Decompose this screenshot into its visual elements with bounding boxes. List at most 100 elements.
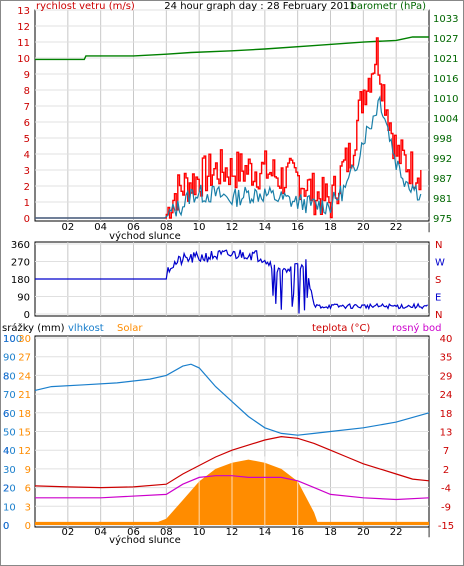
rain-tick-label: 4 [3,446,9,457]
solar-axis-label: Solar [117,323,143,334]
x-tick-label: 06 [127,222,140,233]
solar-tick-label: 9 [25,465,31,476]
solar-tick-label: 6 [25,484,31,495]
x-tick-label: 10 [193,527,206,538]
solar-tick-label: 27 [18,353,31,364]
humidity-tick-label: 80 [3,371,16,382]
chart-title: 24 hour graph day : 28 February 2011 [164,1,355,12]
humidity-tick-label: 30 [3,465,16,476]
direction-tick-label: 360 [11,240,30,251]
x-tick-label: 12 [226,527,239,538]
humidity-tick-label: 60 [3,409,16,420]
solar-tick-label: 21 [18,390,31,401]
humidity-tick-label: 40 [3,446,16,457]
humidity-tick-label: 20 [3,484,16,495]
temperature-tick-label: 40 [440,334,453,345]
humidity-tick-label: 50 [3,428,16,439]
x-tick-label: 02 [61,527,74,538]
humidity-tick-label: 10 [3,502,16,513]
temperature-tick-label: -15 [438,521,454,532]
wind-speed-line [35,95,422,219]
barometer-tick-label: 1021 [433,54,458,65]
barometer-tick-label: 1027 [433,34,458,45]
wind-tick-label: 8 [24,86,30,97]
humidity-tick-label: 0 [3,521,9,532]
direction-tick-label: 180 [11,275,30,286]
sunrise-label-bottom: východ slunce [109,534,181,546]
barometer-tick-label: 1004 [433,114,458,125]
wind-tick-label: 5 [24,134,30,145]
temperature-tick-label: 7 [443,446,449,457]
x-tick-label: 04 [94,527,107,538]
wind-tick-label: 2 [24,182,30,193]
x-tick-label: 20 [357,222,370,233]
wind-tick-label: 3 [24,166,30,177]
temperature-tick-label: 29 [440,371,453,382]
compass-label: W [435,258,445,269]
rain-tick-label: 2 [3,484,9,495]
temperature-axis-label: teplota (°C) [312,323,370,334]
compass-label: E [435,293,441,304]
rain-tick-label: 0 [3,521,9,532]
temperature-tick-label: 24 [440,390,453,401]
wind-tick-label: 13 [17,6,30,17]
temperature-line [34,435,430,489]
temperature-tick-label: 2 [443,465,449,476]
wind-tick-label: 10 [17,54,30,65]
compass-label: S [435,275,441,286]
wind-tick-label: 7 [24,102,30,113]
x-tick-label: 04 [94,222,107,233]
dewpoint-line [35,475,430,501]
temperature-tick-label: 13 [440,428,453,439]
x-tick-end: | [427,222,430,233]
x-tick-label: 08 [160,527,173,538]
solar-tick-label: 3 [25,502,31,513]
x-tick-label: 16 [291,527,304,538]
barometer-tick-label: 998 [433,134,452,145]
barometer-tick-label: 975 [433,214,452,225]
temperature-tick-label: -4 [441,484,451,495]
humidity-line [34,363,430,436]
rain-axis-label: srážky (mm) [2,322,65,334]
wind-tick-label: 4 [24,150,30,161]
x-tick-label: 14 [258,527,271,538]
humidity-axis-label: vlhkost [68,323,104,334]
wind-tick-label: 1 [24,198,30,209]
sunrise-label-top: východ slunce [109,230,181,242]
compass-label: N [435,310,442,321]
barometer-tick-label: 1033 [433,14,458,25]
temperature-tick-label: 35 [440,353,453,364]
barometer-tick-label: 981 [433,194,452,205]
x-tick-label: 20 [357,527,370,538]
temperature-tick-label: 18 [440,409,453,420]
x-tick-label: 18 [324,527,337,538]
barometer-tick-label: 987 [433,174,452,185]
direction-tick-label: 0 [24,310,30,321]
temperature-tick-label: -9 [441,502,451,513]
x-tick-label: 08 [160,222,173,233]
wind-tick-label: 9 [24,70,30,81]
wind-tick-label: 12 [17,22,30,33]
humidity-tick-label: 90 [3,353,16,364]
x-tick-label: 02 [61,222,74,233]
solar-tick-label: 0 [25,521,31,532]
barometer-tick-label: 1010 [433,94,458,105]
solar-tick-label: 24 [18,371,31,382]
x-tick-label: 22 [390,527,403,538]
x-tick-label: 12 [226,222,239,233]
solar-tick-label: 30 [18,334,31,345]
solar-tick-label: 18 [18,409,31,420]
compass-label: N [435,240,442,251]
solar-tick-label: 15 [18,428,31,439]
x-tick-label: 22 [390,222,403,233]
x-tick-label: 18 [324,222,337,233]
rain-tick-label: 10 [3,334,16,345]
rain-tick-label: 6 [3,409,9,420]
wind-axis-label: rychlost vetru (m/s) [36,1,135,12]
dewpoint-axis-label: rosný bod [392,322,441,334]
barometer-tick-label: 1016 [433,74,458,85]
pressure-line [35,36,429,61]
direction-tick-label: 90 [17,293,30,304]
wind-tick-label: 11 [17,38,30,49]
